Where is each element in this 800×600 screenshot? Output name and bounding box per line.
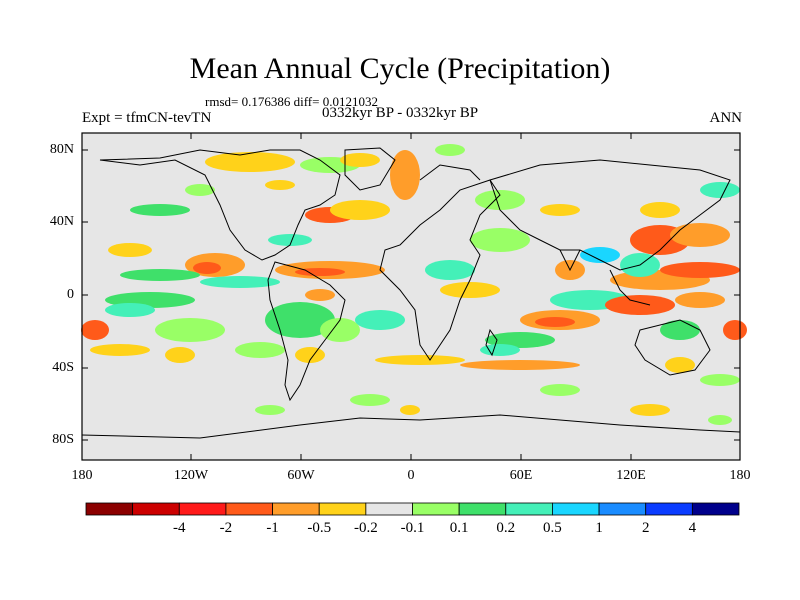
colorbar-swatch — [132, 502, 180, 516]
coastlines — [81, 147, 741, 439]
lat-label-40n: 40N — [49, 214, 74, 229]
colorbar-tick-label: -0.1 — [400, 520, 425, 536]
colorbar-tick-label: 1 — [595, 520, 603, 536]
colorbar-tick-label: -0.5 — [307, 520, 332, 536]
colorbar-swatch — [318, 502, 367, 516]
lon-label-60e: 60E — [509, 468, 533, 483]
lon-label-180w: 180 — [71, 468, 93, 483]
lat-label-0: 0 — [67, 287, 74, 302]
period-label: 0332kyr BP - 0332kyr BP — [321, 105, 479, 121]
colorbar-tick-label: 0.2 — [496, 520, 516, 536]
colorbar-tick-label: 2 — [641, 520, 650, 536]
lon-label-120w: 120W — [173, 468, 209, 483]
lat-label-80n: 80N — [49, 142, 74, 157]
colorbar-swatch — [598, 502, 647, 516]
colorbar-tick-label: 0.5 — [543, 520, 562, 536]
axis-ticks — [82, 133, 740, 460]
colorbar-swatch — [691, 502, 740, 516]
lon-label-0: 0 — [407, 468, 415, 483]
experiment-label: Expt = tfmCN-tevTN — [82, 110, 212, 126]
lat-label-40s: 40S — [52, 360, 74, 375]
colorbar-tick-label: -0.2 — [353, 520, 378, 536]
lon-label-120e: 120E — [616, 468, 646, 483]
colorbar-tick-label: 4 — [688, 520, 697, 536]
colorbar-swatch — [505, 502, 553, 516]
colorbar-swatch — [85, 502, 134, 516]
colorbar-swatch — [272, 502, 320, 516]
colorbar-tick-label: -2 — [219, 520, 233, 536]
colorbar-swatch — [365, 502, 413, 516]
colorbar-swatch — [225, 502, 273, 516]
colorbar-swatch — [178, 502, 227, 516]
lat-label-80s: 80S — [52, 432, 74, 447]
plot-title: Mean Annual Cycle (Precipitation) — [189, 52, 611, 85]
colorbar-swatch — [412, 502, 460, 516]
colorbar-tick-label: -1 — [266, 520, 279, 536]
anomaly-field — [81, 144, 747, 425]
colorbar-swatch — [458, 502, 507, 516]
colorbar-swatch — [645, 502, 693, 516]
colorbar-swatch — [552, 502, 600, 516]
colorbar-tick-label: 0.1 — [449, 520, 469, 536]
colorbar — [85, 502, 740, 516]
lon-label-60w: 60W — [287, 468, 315, 483]
lon-label-180e: 180 — [729, 468, 751, 483]
season-label: ANN — [709, 110, 743, 126]
colorbar-tick-label: -4 — [173, 520, 186, 536]
stats-text: rmsd= 0.176386 diff= 0.0121032 — [205, 94, 378, 109]
